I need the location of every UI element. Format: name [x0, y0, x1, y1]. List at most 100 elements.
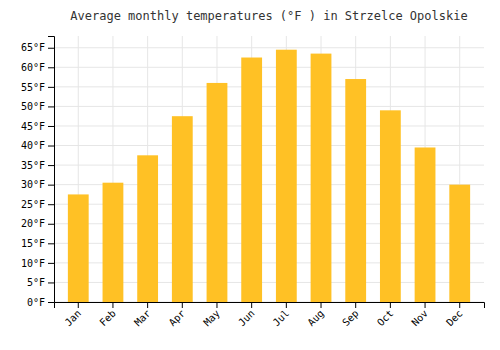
x-tick-label: Jul — [271, 308, 292, 329]
x-tick-label: Jun — [236, 308, 257, 329]
y-tick-label: 50°F — [21, 101, 45, 112]
x-tick: Apr — [167, 302, 188, 328]
x-tick-mark — [112, 302, 113, 308]
x-tick-mark — [459, 302, 460, 308]
y-tick-mark — [48, 204, 54, 205]
y-axis-line — [48, 37, 55, 303]
x-tick-mark — [147, 302, 148, 308]
y-tick: 35°F — [21, 160, 54, 171]
x-tick-label: Mar — [132, 308, 153, 329]
y-tick-mark — [48, 106, 54, 107]
x-tick-label: Sep — [340, 308, 361, 329]
bar — [345, 79, 366, 302]
y-grid-line — [54, 86, 484, 87]
x-tick: Sep — [340, 302, 361, 328]
y-tick-mark — [48, 146, 54, 147]
x-tick-label: Feb — [97, 308, 118, 329]
title: Average monthly temperatures (°F ) in St… — [70, 9, 467, 23]
x-tick: Oct — [375, 302, 396, 328]
y-tick: 60°F — [21, 62, 54, 73]
bar — [415, 147, 436, 302]
y-grid-line — [54, 125, 484, 126]
chart-container: 0°F 5°F 10°F 15°F 20°F 25°F 30°F 35°F 40°F 45°F 50… — [0, 0, 500, 350]
x-tick-mark — [78, 302, 79, 308]
y-tick: 15°F — [21, 238, 54, 249]
y-tick-label: 25°F — [21, 199, 45, 210]
y-tick: 45°F — [21, 121, 54, 132]
y-tick: 40°F — [21, 140, 54, 151]
y-tick: 0°F — [27, 297, 54, 308]
x-tick-label: Oct — [375, 308, 396, 329]
y-tick-mark — [48, 87, 54, 88]
y-tick-label: 20°F — [21, 218, 45, 229]
y-tick-label: 55°F — [21, 82, 45, 93]
y-tick: 20°F — [21, 218, 54, 229]
bar — [103, 183, 124, 302]
x-tick-mark — [216, 302, 217, 308]
x-tick: Nov — [409, 302, 430, 328]
y-tick-mark — [48, 185, 54, 186]
x-tick-mark — [390, 302, 391, 308]
bar — [68, 194, 89, 302]
y-tick-label: 0°F — [27, 297, 45, 308]
y-tick: 5°F — [27, 277, 54, 288]
x-tick: Jul — [271, 302, 292, 328]
y-tick-label: 10°F — [21, 258, 45, 269]
y-tick-label: 5°F — [27, 277, 45, 288]
y-tick-mark — [48, 224, 54, 225]
y-grid-line — [54, 67, 484, 68]
bar — [172, 116, 193, 302]
x-tick-label: Nov — [409, 308, 430, 329]
x-tick-label: Dec — [444, 308, 465, 329]
x-tick-label: Apr — [167, 308, 188, 329]
bar — [449, 185, 470, 302]
bar — [276, 50, 297, 302]
y-tick-label: 15°F — [21, 238, 45, 249]
x-tick: Mar — [132, 302, 153, 328]
x-tick-mark — [251, 302, 252, 308]
bars — [68, 50, 470, 302]
y-tick-label: 65°F — [21, 42, 45, 53]
x-tick: Jun — [236, 302, 257, 328]
y-tick-mark — [48, 263, 54, 264]
x-axis: Jan Feb Mar Apr May Jun Jul Aug Sep Oct Nov Dec — [55, 302, 485, 328]
y-grid-line — [54, 145, 484, 146]
y-grid-line — [54, 106, 484, 107]
y-tick-mark — [48, 67, 54, 68]
y-tick-mark — [48, 48, 54, 49]
x-tick-mark — [321, 302, 322, 308]
y-tick: 50°F — [21, 101, 54, 112]
y-tick: 25°F — [21, 199, 54, 210]
x-tick: May — [201, 302, 222, 328]
y-tick-mark — [48, 282, 54, 283]
x-tick-mark — [182, 302, 183, 308]
y-tick-label: 30°F — [21, 179, 45, 190]
y-tick: 30°F — [21, 179, 54, 190]
y-tick-mark — [48, 243, 54, 244]
y-tick-label: 40°F — [21, 140, 45, 151]
y-tick-mark — [48, 126, 54, 127]
bar — [380, 110, 401, 302]
x-tick-mark — [425, 302, 426, 308]
chart-svg: 0°F 5°F 10°F 15°F 20°F 25°F 30°F 35°F 40°F 45°F 50… — [0, 0, 500, 350]
x-tick: Jan — [63, 302, 84, 328]
x-tick-label: May — [201, 308, 222, 329]
x-tick-mark — [355, 302, 356, 308]
y-tick-mark — [48, 165, 54, 166]
x-axis-line — [55, 303, 485, 309]
bar — [241, 58, 262, 302]
x-tick-label: Aug — [305, 308, 326, 329]
y-tick-label: 35°F — [21, 160, 45, 171]
y-tick: 65°F — [21, 42, 54, 53]
x-tick: Aug — [305, 302, 326, 328]
bar — [311, 54, 332, 302]
x-tick-label: Jan — [63, 308, 84, 329]
y-axis: 0°F 5°F 10°F 15°F 20°F 25°F 30°F 35°F 40°F 45°F 50… — [21, 37, 55, 308]
y-tick: 55°F — [21, 82, 54, 93]
x-tick: Dec — [444, 302, 465, 328]
grid — [54, 36, 484, 302]
x-tick-mark — [286, 302, 287, 308]
y-tick-label: 60°F — [21, 62, 45, 73]
y-tick-mark — [48, 302, 54, 303]
bar — [207, 83, 228, 302]
